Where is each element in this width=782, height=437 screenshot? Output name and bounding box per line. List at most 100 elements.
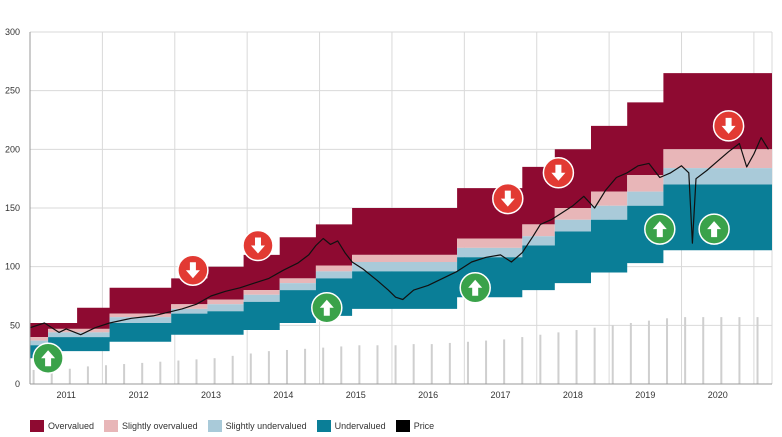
y-tick-label: 100 [5, 262, 20, 272]
volume-bar [32, 369, 35, 384]
sell-arrow-icon [492, 182, 524, 215]
x-tick-label: 2019 [635, 390, 655, 400]
volume-bar [720, 317, 723, 384]
volume-bar [684, 317, 687, 384]
volume-bar [412, 344, 415, 384]
buy-arrow-icon [644, 213, 676, 245]
volume-bar [304, 348, 307, 384]
volume-bar [575, 330, 578, 384]
legend-swatch [30, 420, 44, 432]
legend-label: Undervalued [334, 421, 386, 431]
volume-bar [466, 341, 469, 384]
volume-bar [611, 325, 614, 384]
volume-bar [213, 358, 216, 384]
volume-bar [756, 317, 759, 384]
x-tick-label: 2015 [346, 390, 366, 400]
legend-swatch [316, 420, 331, 432]
volume-bar [593, 327, 596, 384]
volume-bar [267, 351, 270, 384]
volume-bar [177, 360, 180, 384]
volume-bar [521, 337, 524, 384]
volume-bar [285, 349, 288, 384]
volume-bar [448, 342, 451, 384]
volume-bars [32, 317, 759, 384]
x-tick-label: 2018 [563, 390, 583, 400]
legend-swatch [104, 420, 119, 432]
volume-bar [340, 346, 343, 384]
volume-bar [322, 347, 325, 384]
x-tick-label: 2011 [57, 390, 76, 400]
arrow-down-icon [185, 262, 200, 279]
volume-bar [485, 340, 488, 384]
y-tick-label: 200 [5, 144, 20, 154]
volume-bar [141, 362, 144, 384]
arrow-down-icon [551, 164, 566, 181]
buy-arrow-icon [32, 342, 64, 374]
arrow-down-icon [721, 117, 736, 134]
legend: Overvalued Slightly overvalued Slightly un… [30, 420, 434, 432]
sell-arrow-icon [712, 110, 745, 142]
volume-bar [702, 317, 705, 384]
x-tick-label: 2016 [418, 390, 438, 400]
volume-bar [430, 344, 433, 384]
volume-bar [195, 359, 198, 384]
buy-arrow-icon [698, 213, 730, 245]
volume-bar [394, 345, 397, 384]
legend-item: Slightly undervalued [207, 420, 307, 432]
volume-bar [159, 361, 162, 384]
price-line [29, 137, 769, 336]
valuation-bands [30, 73, 772, 359]
volume-bar [50, 367, 53, 384]
volume-bar [666, 318, 669, 384]
legend-item: Price [395, 420, 435, 432]
volume-bar [503, 339, 506, 384]
legend-label: Slightly overvalued [122, 421, 198, 431]
volume-bar [68, 368, 71, 384]
arrow-down-icon [500, 190, 515, 207]
legend-swatch [395, 420, 410, 432]
arrow-up-icon [652, 221, 667, 238]
sell-arrow-icon [242, 229, 274, 262]
axes: 0 50 100 150 200 250 300 2011 2012 2013 2014 2015 20… [5, 27, 772, 400]
sell-arrow-icon [542, 157, 575, 189]
legend-label: Price [413, 421, 435, 431]
volume-bar [231, 355, 234, 384]
volume-bar [738, 317, 741, 384]
x-tick-label: 2013 [201, 390, 221, 400]
volume-bar [105, 365, 108, 384]
legend-swatch [207, 420, 222, 432]
buy-arrow-icon [459, 272, 491, 304]
volume-bar [358, 345, 361, 384]
x-tick-label: 2020 [708, 390, 728, 400]
arrow-up-icon [707, 221, 722, 238]
x-tick-label: 2014 [273, 390, 293, 400]
buy-arrow-icon [311, 291, 343, 324]
x-tick-label: 2017 [491, 390, 511, 400]
signal-markers [32, 110, 745, 374]
y-tick-label: 300 [5, 27, 20, 37]
volume-bar [86, 366, 89, 384]
y-tick-label: 250 [5, 86, 20, 96]
y-tick-label: 150 [5, 203, 20, 213]
volume-bar [123, 364, 126, 384]
arrow-up-icon [468, 279, 483, 296]
x-tick-label: 2012 [129, 390, 149, 400]
arrow-down-icon [251, 237, 265, 254]
volume-bar [376, 345, 379, 384]
legend-label: Slightly undervalued [225, 421, 307, 431]
price-line-path [29, 137, 769, 336]
legend-item: Overvalued [30, 420, 94, 432]
y-tick-label: 50 [10, 320, 20, 330]
volume-bar [629, 322, 632, 384]
volume-bar [249, 353, 252, 384]
legend-label: Overvalued [48, 421, 95, 431]
legend-item: Slightly overvalued [104, 420, 198, 432]
chart-svg: 0 50 100 150 200 250 300 2011 2012 2013 2014 2015 20… [5, 27, 773, 400]
y-tick-label: 0 [15, 379, 20, 389]
volume-bar [647, 320, 650, 384]
band-overvalued [30, 73, 772, 338]
arrow-up-icon [41, 350, 56, 367]
volume-bar [539, 334, 542, 384]
volume-bar [557, 332, 560, 384]
